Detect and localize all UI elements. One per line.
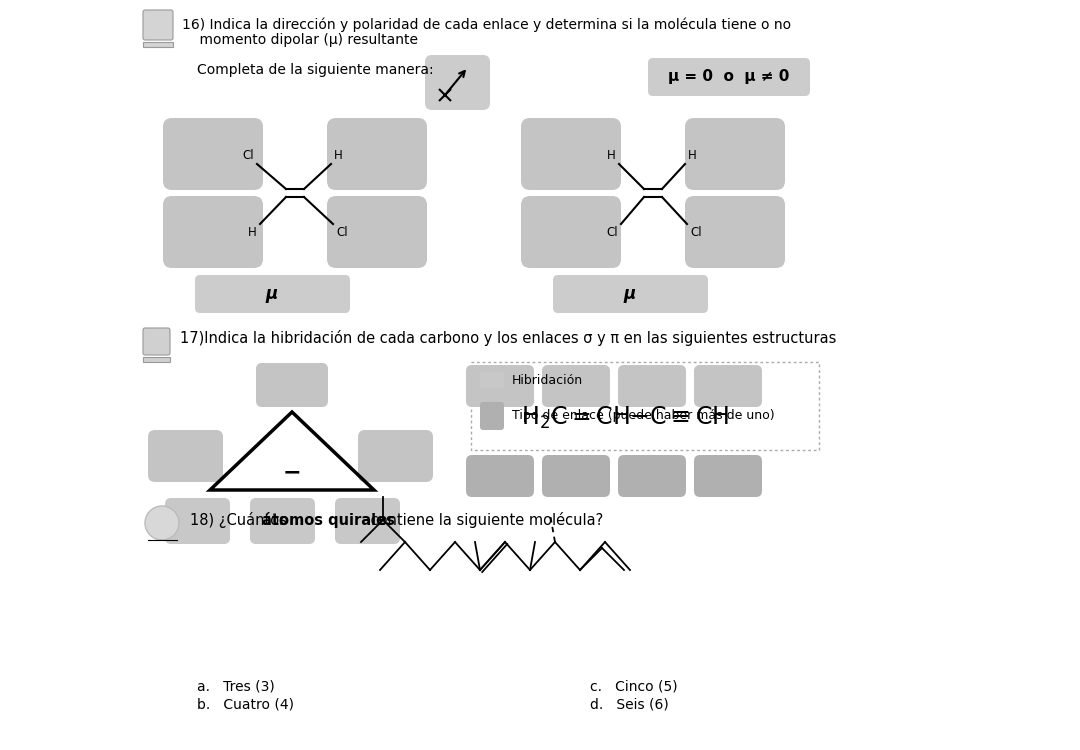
FancyBboxPatch shape [471,362,819,450]
Circle shape [145,506,179,540]
Bar [143,42,173,47]
FancyBboxPatch shape [163,196,264,268]
Text: átomos quirales: átomos quirales [262,512,395,528]
Text: a.   Tres (3): a. Tres (3) [197,680,274,694]
Text: H: H [688,149,697,162]
FancyBboxPatch shape [195,275,350,313]
FancyBboxPatch shape [648,58,810,96]
FancyBboxPatch shape [694,365,762,407]
FancyBboxPatch shape [143,10,173,40]
Text: c.   Cinco (5): c. Cinco (5) [590,680,677,694]
FancyBboxPatch shape [542,455,610,497]
FancyBboxPatch shape [618,365,686,407]
Text: H$_2$C$=$CH$-$C$\equiv$CH: H$_2$C$=$CH$-$C$\equiv$CH [521,405,729,431]
FancyBboxPatch shape [521,118,621,190]
FancyBboxPatch shape [521,196,621,268]
Text: Hibridación: Hibridación [512,374,583,386]
Text: μ: μ [624,285,636,303]
Text: μ: μ [266,285,279,303]
FancyBboxPatch shape [542,365,610,407]
Text: Cl: Cl [690,226,702,239]
Text: H: H [334,149,342,162]
FancyBboxPatch shape [465,455,534,497]
Text: H: H [248,226,257,239]
FancyBboxPatch shape [335,498,400,544]
Text: Completa de la siguiente manera:: Completa de la siguiente manera: [197,63,434,77]
FancyBboxPatch shape [249,498,315,544]
FancyBboxPatch shape [256,363,328,407]
Text: 16) Indica la dirección y polaridad de cada enlace y determina si la molécula ti: 16) Indica la dirección y polaridad de c… [183,17,792,32]
Text: momento dipolar (μ) resultante: momento dipolar (μ) resultante [183,33,418,47]
Text: Tipo de enlace (puede haber más de uno): Tipo de enlace (puede haber más de uno) [512,410,774,422]
Text: 18) ¿Cuántos: 18) ¿Cuántos [190,512,292,528]
FancyBboxPatch shape [426,55,490,110]
FancyBboxPatch shape [618,455,686,497]
Text: 17)Indica la hibridación de cada carbono y los enlaces σ y π en las siguientes e: 17)Indica la hibridación de cada carbono… [180,330,836,346]
FancyBboxPatch shape [327,196,427,268]
FancyBboxPatch shape [480,402,504,430]
Text: d.   Seis (6): d. Seis (6) [590,697,669,711]
FancyBboxPatch shape [165,498,230,544]
FancyBboxPatch shape [465,365,534,407]
Text: H: H [607,149,616,162]
FancyBboxPatch shape [327,118,427,190]
Text: b.   Cuatro (4): b. Cuatro (4) [197,697,294,711]
FancyBboxPatch shape [148,430,222,482]
FancyBboxPatch shape [694,455,762,497]
Text: contiene la siguiente molécula?: contiene la siguiente molécula? [366,512,604,528]
FancyBboxPatch shape [553,275,708,313]
FancyBboxPatch shape [357,430,433,482]
FancyBboxPatch shape [685,196,785,268]
FancyBboxPatch shape [143,328,170,355]
Text: −: − [283,462,301,482]
FancyBboxPatch shape [685,118,785,190]
FancyBboxPatch shape [480,372,504,388]
Text: Cl: Cl [242,149,254,162]
Text: μ = 0  o  μ ≠ 0: μ = 0 o μ ≠ 0 [669,70,789,85]
FancyBboxPatch shape [163,118,264,190]
Bar [143,357,170,362]
Text: Cl: Cl [336,226,348,239]
Text: Cl: Cl [606,226,618,239]
